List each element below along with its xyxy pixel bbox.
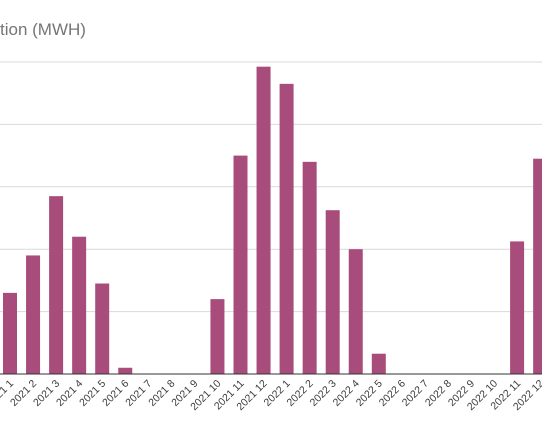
bar xyxy=(118,367,133,374)
bar xyxy=(371,353,386,374)
bar xyxy=(325,210,340,374)
bar xyxy=(26,255,41,374)
bar xyxy=(49,196,64,374)
bar xyxy=(348,249,363,374)
gridlines xyxy=(0,61,542,313)
bar xyxy=(3,292,17,374)
bars xyxy=(3,66,542,375)
bar xyxy=(533,158,542,374)
bar xyxy=(256,66,271,375)
bar xyxy=(510,241,525,374)
bar xyxy=(210,299,225,374)
bar xyxy=(302,161,317,374)
bar xyxy=(95,283,110,374)
bar xyxy=(72,236,87,374)
chart-title: tion (MWH) xyxy=(0,20,86,39)
bar xyxy=(279,83,294,374)
bar xyxy=(233,155,248,374)
